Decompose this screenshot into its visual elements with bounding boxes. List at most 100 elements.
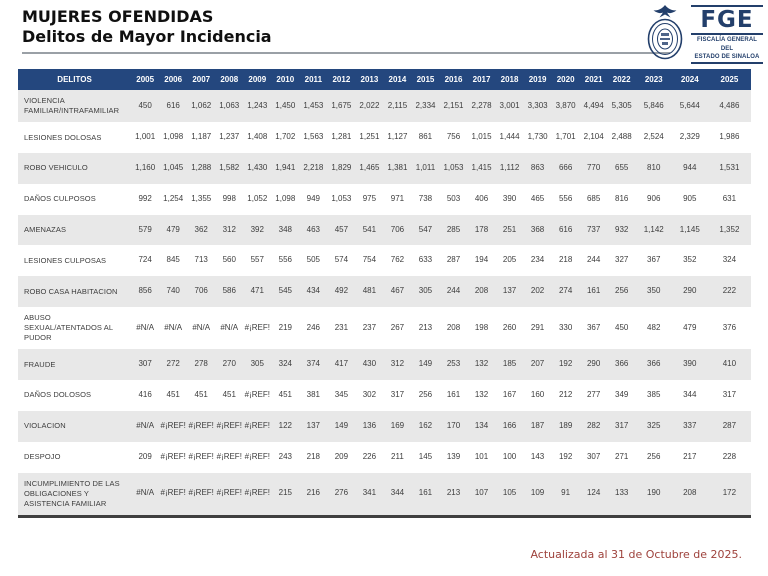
- value-cell: 277: [586, 390, 601, 400]
- value-cell: 541: [362, 224, 377, 234]
- value-cell: 260: [502, 322, 517, 332]
- value-cell: 845: [166, 255, 180, 265]
- value-cell: 366: [647, 359, 661, 369]
- value-cell: #¡REF!: [160, 488, 186, 498]
- year-column-header: 2009: [243, 68, 272, 90]
- table-row: DAÑOS DOLOSOS 416 451 451 451 #¡REF! 451 381 345…: [18, 380, 751, 411]
- delito-label-cell: LESIONES CULPOSAS: [24, 255, 107, 265]
- value-cell: #¡REF!: [188, 451, 214, 461]
- value-cell: 1,986: [719, 132, 740, 142]
- value-cell: #¡REF!: [188, 488, 214, 498]
- value-cell: 1,582: [219, 162, 240, 172]
- value-cell: 317: [722, 390, 737, 400]
- value-cell: 324: [278, 359, 292, 369]
- value-cell: 219: [278, 322, 292, 332]
- value-cell: 1,355: [191, 193, 212, 203]
- value-cell: 350: [647, 286, 661, 296]
- value-cell: #¡REF!: [216, 420, 242, 430]
- value-cell: 167: [502, 390, 517, 400]
- value-cell: #N/A: [164, 322, 183, 332]
- value-cell: 1,453: [303, 100, 324, 110]
- delito-label-cell: VIOLACION: [24, 421, 66, 431]
- value-cell: 655: [615, 162, 629, 172]
- logo-top-rule: [691, 5, 763, 8]
- value-cell: 307: [586, 451, 601, 461]
- value-cell: 344: [390, 488, 405, 498]
- value-cell: #N/A: [220, 322, 239, 332]
- value-cell: 457: [334, 224, 349, 234]
- value-cell: 2,488: [611, 132, 632, 142]
- value-cell: 451: [278, 390, 292, 400]
- page-title-line2: Delitos de Mayor Incidencia: [22, 27, 272, 47]
- value-cell: 246: [306, 322, 321, 332]
- value-cell: 366: [615, 359, 629, 369]
- value-cell: 132: [474, 359, 489, 369]
- value-cell: 392: [250, 224, 264, 234]
- delito-label-cell: INCUMPLIMIENTO DE LAS OBLIGACIONES Y ASI…: [24, 478, 120, 508]
- updated-date-note: Actualizada al 31 de Octubre de 2025.: [530, 548, 742, 561]
- value-cell: 3,870: [555, 100, 576, 110]
- value-cell: 161: [418, 488, 433, 498]
- value-cell: 666: [558, 162, 573, 172]
- value-cell: 91: [561, 488, 571, 498]
- value-cell: 244: [586, 255, 601, 265]
- value-cell: 616: [166, 100, 180, 110]
- value-cell: 2,115: [387, 100, 408, 110]
- value-cell: 2,151: [443, 100, 464, 110]
- value-cell: 107: [474, 488, 489, 498]
- value-cell: 189: [558, 420, 573, 430]
- value-cell: 231: [334, 322, 349, 332]
- value-cell: 557: [250, 255, 264, 265]
- value-cell: 856: [138, 286, 152, 296]
- value-cell: 685: [586, 193, 601, 203]
- value-cell: #N/A: [136, 420, 155, 430]
- year-column-header: 2010: [271, 68, 300, 90]
- value-cell: 376: [722, 322, 737, 332]
- value-cell: #¡REF!: [244, 390, 270, 400]
- value-cell: 211: [391, 451, 404, 461]
- value-cell: 1,187: [191, 132, 212, 142]
- value-cell: 810: [647, 162, 661, 172]
- delito-label-cell: ABUSO SEXUAL/ATENTADOS AL PUDOR: [24, 312, 113, 343]
- value-cell: 161: [586, 286, 601, 296]
- value-cell: 5,644: [679, 100, 700, 110]
- value-cell: 251: [502, 224, 517, 234]
- value-cell: 547: [418, 224, 433, 234]
- value-cell: 1,702: [275, 132, 296, 142]
- value-cell: 307: [138, 359, 152, 369]
- value-cell: 450: [615, 322, 629, 332]
- value-cell: 1,352: [719, 224, 740, 234]
- year-column-header: 2022: [607, 68, 636, 90]
- value-cell: 134: [474, 420, 489, 430]
- value-cell: 271: [615, 451, 629, 461]
- value-cell: 579: [138, 224, 152, 234]
- value-cell: 479: [683, 322, 697, 332]
- value-cell: 451: [166, 390, 180, 400]
- value-cell: 1,430: [247, 162, 268, 172]
- value-cell: 1,450: [275, 100, 296, 110]
- value-cell: 1,045: [163, 162, 184, 172]
- value-cell: 222: [722, 286, 737, 296]
- value-cell: 282: [586, 420, 601, 430]
- delito-label-cell: AMENAZAS: [24, 224, 67, 234]
- value-cell: 1,444: [499, 132, 520, 142]
- value-cell: 756: [446, 132, 461, 142]
- year-column-header: 2023: [635, 68, 672, 90]
- year-column-header: 2005: [131, 68, 160, 90]
- table-body: VIOLENCIA FAMILIAR/INTRAFAMILIAR 450 616 1,…: [18, 89, 751, 517]
- value-cell: 2,218: [303, 162, 324, 172]
- value-cell: 215: [278, 488, 292, 498]
- table-row: DAÑOS CULPOSOS 992 1,254 1,355 998 1,052 1,098…: [18, 184, 751, 215]
- value-cell: 124: [586, 488, 601, 498]
- year-column-header: 2016: [439, 68, 468, 90]
- table-header-row: DELITOS 2005 2006 2007 2008 2009 2010 2011 2012 2…: [18, 68, 751, 90]
- eagle-seal-icon: [641, 2, 689, 67]
- value-cell: 368: [530, 224, 545, 234]
- value-cell: 762: [390, 255, 405, 265]
- value-cell: 290: [586, 359, 601, 369]
- value-cell: 1,015: [471, 132, 492, 142]
- value-cell: 190: [647, 488, 661, 498]
- value-cell: 330: [558, 322, 573, 332]
- value-cell: 178: [474, 224, 489, 234]
- value-cell: 410: [722, 359, 737, 369]
